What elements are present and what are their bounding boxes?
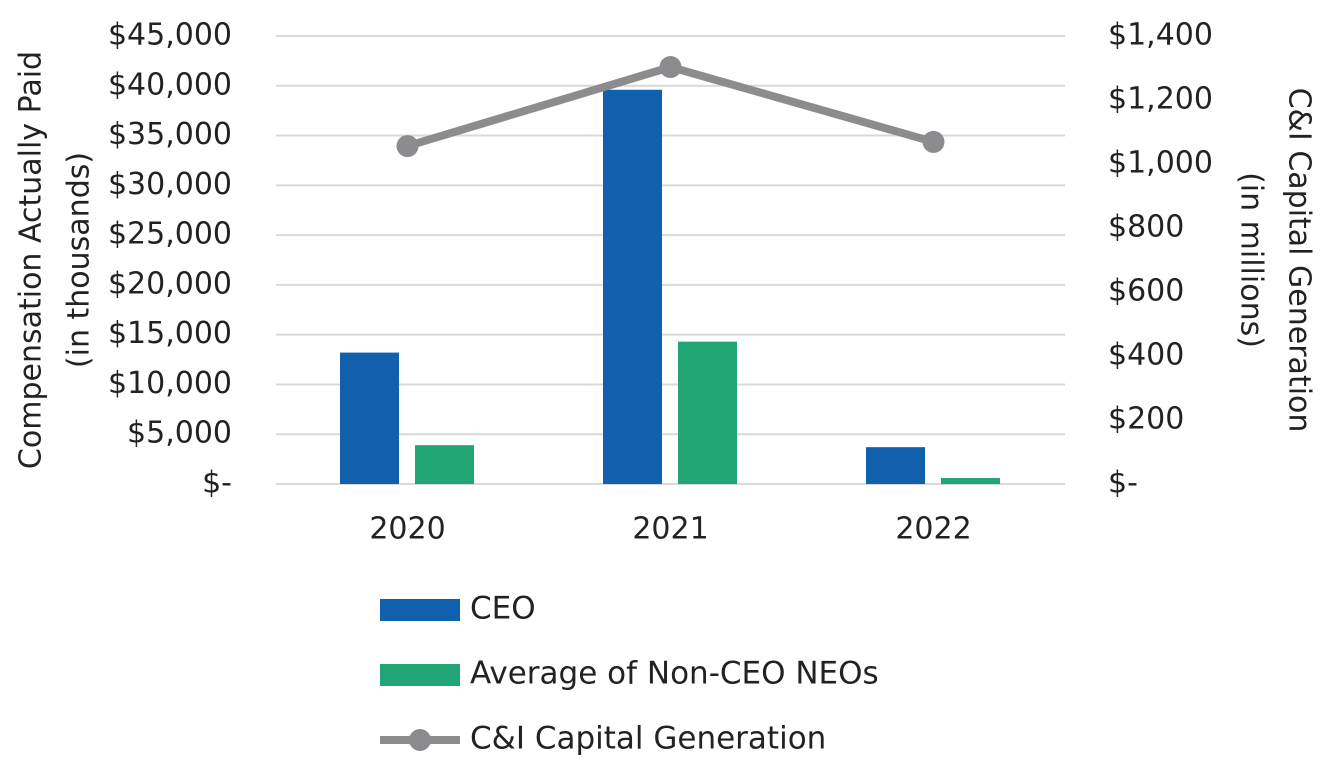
y-tick-label: $30,000 (108, 167, 232, 202)
y-tick-label: $45,000 (108, 18, 232, 53)
bar (603, 89, 662, 484)
legend-text: Average of Non-CEO NEOs (470, 656, 879, 692)
bar (415, 445, 474, 484)
legend-swatch (380, 599, 460, 621)
y-tick-label: $20,000 (108, 266, 232, 301)
line-marker (396, 135, 419, 158)
x-tick-label: 2022 (895, 512, 971, 547)
y2-tick-label: $800 (1108, 210, 1184, 245)
legend-swatch (409, 729, 431, 751)
legend-text: C&I Capital Generation (470, 721, 826, 757)
bar (941, 478, 1000, 484)
bar (866, 447, 925, 484)
y2-tick-label: $1,000 (1108, 146, 1213, 181)
y-tick-label: $15,000 (108, 316, 232, 351)
y2-tick-label: $1,200 (1108, 82, 1213, 117)
y2-tick-label: $200 (1108, 402, 1184, 437)
y2-tick-label: $1,400 (1108, 18, 1213, 53)
y2-axis-title: C&I Capital Generation (1282, 88, 1317, 433)
legend-text: CEO (470, 591, 536, 627)
x-tick-label: 2021 (632, 512, 708, 547)
y2-tick-label: $600 (1108, 274, 1184, 309)
y-tick-label: $25,000 (108, 217, 232, 252)
y-axis-title: (in thousands) (62, 152, 97, 368)
bar (340, 352, 399, 484)
y2-axis-title: (in millions) (1234, 172, 1269, 348)
y2-tick-label: $400 (1108, 338, 1184, 373)
x-tick-label: 2020 (369, 512, 445, 547)
line (406, 62, 935, 150)
line-marker (659, 56, 682, 79)
y-tick-label: $35,000 (108, 117, 232, 152)
y-tick-label: $5,000 (127, 416, 232, 451)
y-tick-label: $10,000 (108, 366, 232, 401)
legend-swatch (380, 664, 460, 686)
y-tick-label: $- (202, 466, 232, 501)
y2-tick-label: $- (1108, 466, 1138, 501)
y-axis-title: Compensation Actually Paid (14, 51, 49, 469)
line-marker (922, 130, 945, 153)
bar (678, 341, 737, 484)
y-tick-label: $40,000 (108, 67, 232, 102)
